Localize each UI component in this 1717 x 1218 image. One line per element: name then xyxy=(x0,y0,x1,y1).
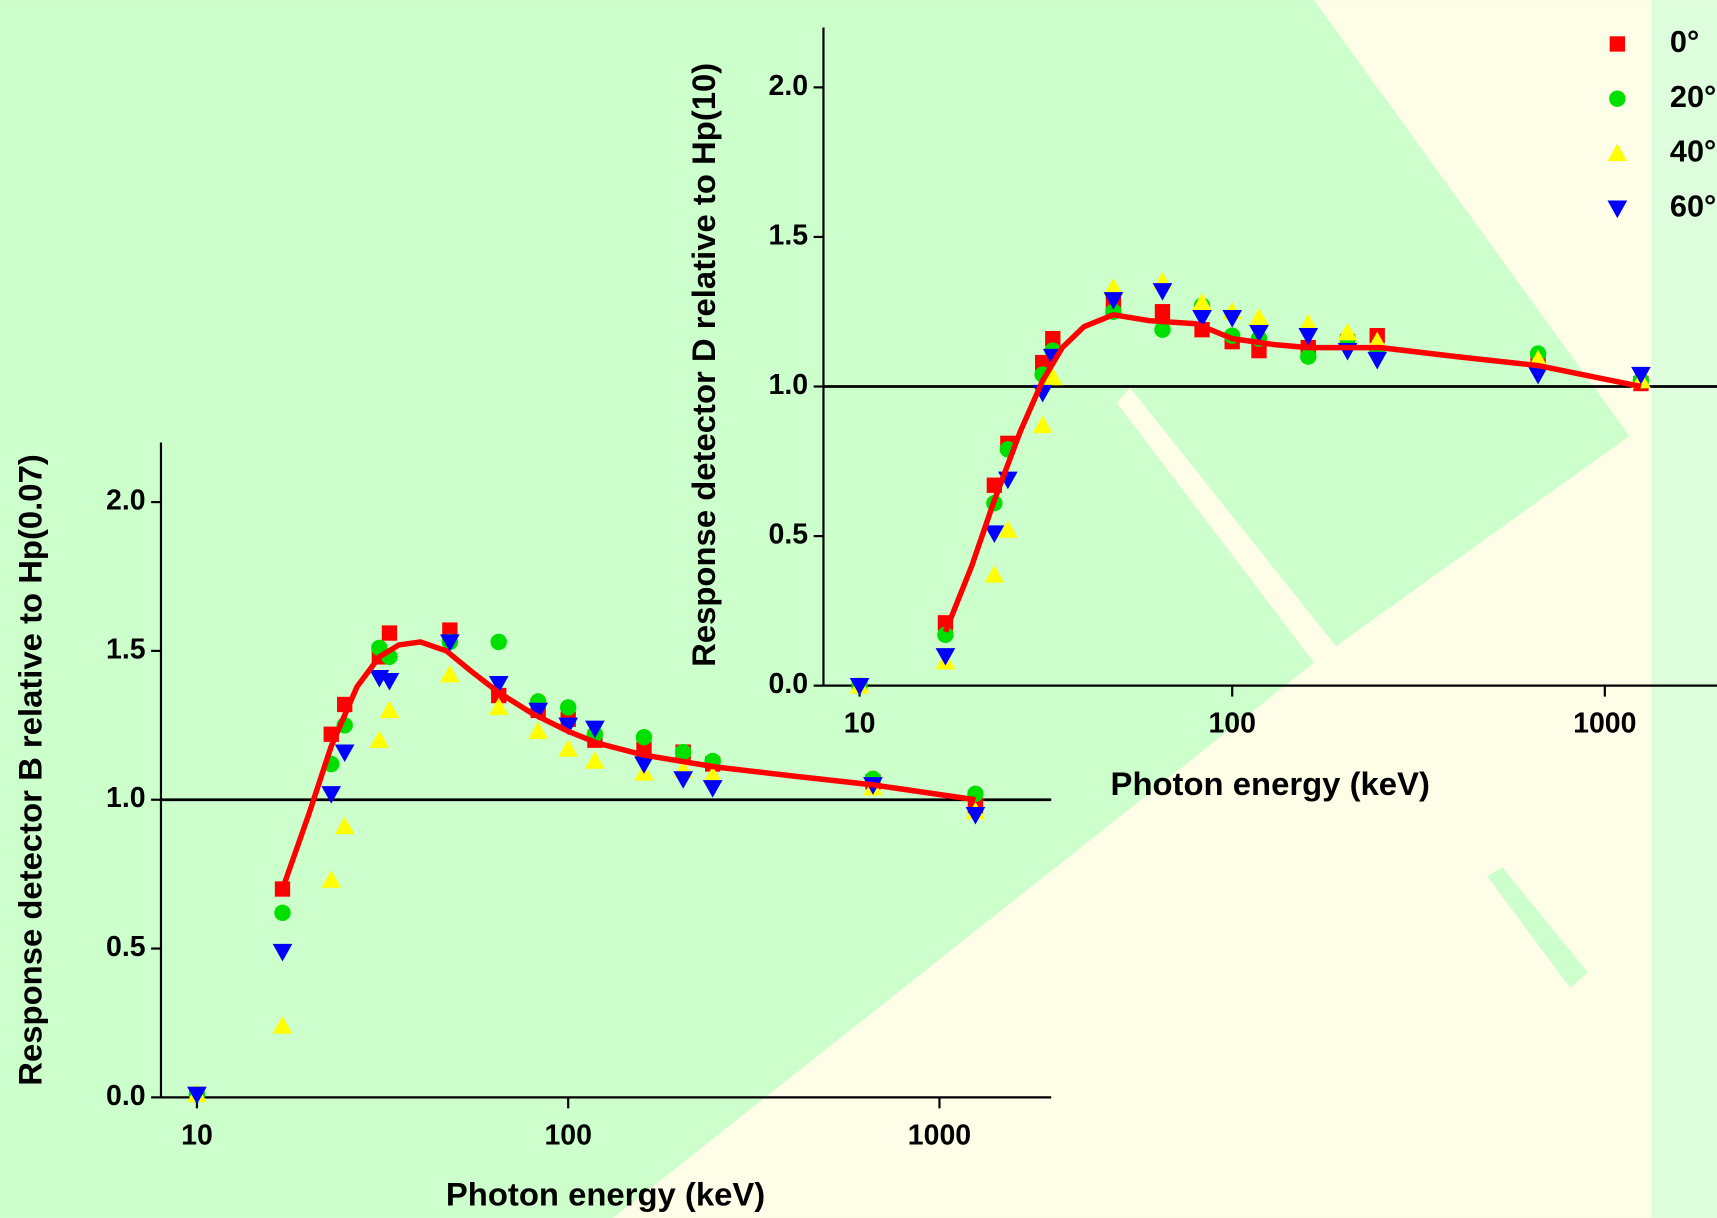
fit-curve xyxy=(942,312,1642,633)
y-tick-label: 2.0 xyxy=(769,70,809,102)
y-axis-label: Response detector B relative to Hp(0.07) xyxy=(12,454,49,1086)
legend-label: 60° xyxy=(1670,189,1716,223)
data-point xyxy=(1249,307,1269,326)
data-point xyxy=(321,870,342,888)
x-tick-label: 10 xyxy=(844,708,876,740)
data-point xyxy=(849,677,870,696)
data-point xyxy=(440,634,460,652)
y-tick-label: 0.0 xyxy=(106,1080,146,1112)
data-point xyxy=(379,700,400,719)
data-point xyxy=(674,743,692,761)
data-point xyxy=(702,780,723,798)
data-point xyxy=(334,816,355,835)
data-point xyxy=(634,756,654,774)
data-point xyxy=(1251,342,1267,359)
data-point xyxy=(440,664,460,683)
data-point xyxy=(1337,322,1358,341)
data-point xyxy=(369,730,390,748)
legend-marker xyxy=(1609,36,1626,52)
data-point xyxy=(585,720,605,739)
data-point xyxy=(1631,366,1651,385)
data-point xyxy=(1298,313,1319,332)
data-point xyxy=(1045,330,1061,347)
y-tick-label: 1.5 xyxy=(769,219,809,251)
data-point xyxy=(442,622,458,638)
data-point xyxy=(528,721,549,739)
data-point xyxy=(1154,321,1171,338)
data-point xyxy=(274,904,291,922)
data-point xyxy=(965,806,986,825)
data-point xyxy=(1528,366,1548,385)
data-point xyxy=(488,675,509,694)
legend-marker xyxy=(1607,200,1628,219)
y-axis-label: Response detector D relative to Hp(10) xyxy=(685,63,722,667)
x-tick-label: 100 xyxy=(544,1119,592,1151)
x-tick-label: 1000 xyxy=(1573,708,1636,740)
x-tick-label: 100 xyxy=(1208,708,1256,740)
data-point xyxy=(1222,310,1243,328)
data-point xyxy=(1103,292,1124,310)
data-point xyxy=(673,771,694,789)
x-axis-label: Photon energy (keV) xyxy=(1111,765,1430,802)
y-tick-label: 0.0 xyxy=(769,668,809,700)
data-point xyxy=(558,717,579,736)
data-point xyxy=(272,1016,293,1034)
legend-label: 40° xyxy=(1670,135,1716,169)
data-point xyxy=(272,943,293,962)
data-point xyxy=(490,633,507,651)
data-point xyxy=(1032,415,1053,434)
legend-marker xyxy=(1609,90,1626,107)
data-point xyxy=(1103,277,1124,296)
data-point xyxy=(1192,292,1212,311)
y-tick-label: 2.0 xyxy=(106,485,146,517)
data-point xyxy=(984,565,1005,583)
x-tick-label: 1000 xyxy=(908,1119,971,1151)
data-point xyxy=(997,520,1018,538)
x-tick-label: 10 xyxy=(181,1119,213,1151)
data-point xyxy=(379,673,400,691)
data-point xyxy=(559,699,577,716)
data-point xyxy=(1042,367,1063,386)
x-axis-label: Photon energy (keV) xyxy=(446,1176,765,1213)
legend-label: 20° xyxy=(1670,80,1716,114)
charts: 0.0 0.5 1.0 1.5 2.0 10 100 1000 Photon energy (k… xyxy=(12,25,1717,1213)
data-point xyxy=(1154,304,1171,320)
data-point xyxy=(1367,351,1388,370)
data-point xyxy=(585,751,605,769)
y-tick-label: 1.0 xyxy=(106,782,146,814)
data-point xyxy=(1192,310,1212,328)
y-tick-label: 0.5 xyxy=(769,519,809,551)
data-point xyxy=(334,744,355,762)
legend-label: 0° xyxy=(1670,25,1699,59)
y-tick-label: 0.5 xyxy=(106,931,146,963)
data-point xyxy=(381,625,398,641)
data-point xyxy=(937,626,954,644)
background-stripe xyxy=(1487,867,1588,988)
data-point xyxy=(528,702,549,721)
data-point xyxy=(1249,325,1269,343)
background-strip xyxy=(1651,0,1717,1218)
legend-marker xyxy=(1607,143,1628,162)
fit-curve xyxy=(279,639,976,890)
data-point xyxy=(702,766,723,784)
data-point xyxy=(635,729,653,746)
data-point xyxy=(488,697,509,716)
data-point xyxy=(558,739,579,757)
data-point xyxy=(1300,348,1317,365)
y-tick-label: 1.0 xyxy=(769,369,809,401)
data-point xyxy=(935,648,956,666)
data-point xyxy=(1035,354,1051,371)
y-tick-label: 1.5 xyxy=(106,633,146,665)
data-point xyxy=(984,525,1005,543)
data-point xyxy=(1298,327,1319,346)
background-shape xyxy=(613,0,1717,1218)
data-point xyxy=(321,786,342,804)
data-point xyxy=(1152,283,1173,301)
data-point xyxy=(187,1086,207,1105)
